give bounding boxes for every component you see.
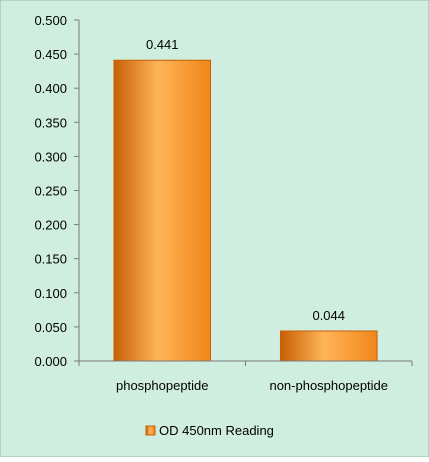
y-tick-label: 0.050 — [34, 320, 67, 335]
legend-swatch — [145, 425, 156, 436]
bar — [279, 330, 378, 362]
y-tick-label: 0.500 — [34, 13, 67, 28]
legend-label: OD 450nm Reading — [159, 423, 274, 438]
data-label: 0.441 — [146, 37, 179, 52]
y-tick-label: 0.300 — [34, 149, 67, 164]
y-tick-label: 0.100 — [34, 286, 67, 301]
y-tick-label: 0.150 — [34, 252, 67, 267]
x-tick-label: non-phosphopeptide — [269, 378, 388, 393]
y-tick-label: 0.000 — [34, 354, 67, 369]
y-tick-label: 0.250 — [34, 184, 67, 199]
bars: 0.441 0.044 — [113, 37, 378, 362]
y-axis-tick-labels: 0.000 0.050 0.100 0.150 0.200 0.250 0.300 0.350… — [34, 13, 79, 369]
y-tick-label: 0.400 — [34, 81, 67, 96]
y-tick-label: 0.450 — [34, 47, 67, 62]
x-axis-tick-labels: phosphopeptide non-phosphopeptide — [78, 361, 413, 393]
bar — [113, 59, 212, 362]
legend: OD 450nm Reading — [145, 423, 274, 438]
data-label: 0.044 — [312, 308, 345, 323]
y-tick-label: 0.350 — [34, 115, 67, 130]
x-tick-label: phosphopeptide — [116, 378, 209, 393]
y-tick-label: 0.200 — [34, 218, 67, 233]
